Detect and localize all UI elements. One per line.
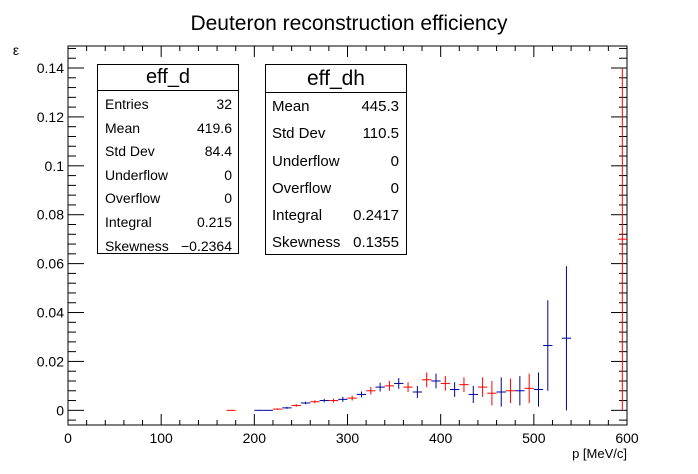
data-point-eff_dh <box>394 378 404 389</box>
data-point-eff_dh <box>543 300 553 391</box>
data-point-eff_d <box>477 377 488 397</box>
stat-label: Underflow <box>105 166 169 183</box>
data-point-eff_dh <box>561 266 572 411</box>
stat-value: 0.2417 <box>353 207 399 225</box>
stats-box-eff-d: eff_d Entries 32 Mean 419.6 Std Dev 84.4 Un… <box>97 64 239 254</box>
y-axis-label: ε <box>13 42 19 58</box>
data-point-eff_dh <box>338 396 348 402</box>
stat-value: 84.4 <box>204 143 232 160</box>
y-tick-label: 0.08 <box>37 207 64 223</box>
data-point-eff_d <box>422 372 432 388</box>
stat-value: 110.5 <box>362 125 399 143</box>
y-tick-label: 0.12 <box>37 109 64 125</box>
y-tick-label: 0.14 <box>37 60 64 76</box>
y-tick-label: 0.02 <box>37 353 64 369</box>
data-point-eff_d <box>505 378 516 403</box>
stat-value: −0.2364 <box>181 237 232 254</box>
axis-ticks: 0 100 200 300 400 500 600 0 0.02 0.04 0.06 0.08 0.1 0… <box>37 46 639 446</box>
data-point-eff_d <box>403 382 413 392</box>
stat-row: Overflow 0 <box>272 175 399 202</box>
stat-row: Mean 419.6 <box>105 117 232 141</box>
stat-row: Std Dev 110.5 <box>272 120 399 147</box>
stat-label: Std Dev <box>272 125 326 143</box>
data-point-eff_d <box>459 377 469 392</box>
data-point-eff_d <box>291 404 301 407</box>
x-tick-label: 300 <box>336 430 360 446</box>
stat-value: 0 <box>224 190 232 207</box>
y-tick-label: 0.04 <box>37 305 64 321</box>
stat-label: Mean <box>105 119 141 136</box>
stat-row: Skewness 0.1355 <box>272 229 399 256</box>
stat-value: 445.3 <box>361 98 399 115</box>
stats-box-title: eff_dh <box>266 65 406 93</box>
x-tick-label: 200 <box>243 430 267 446</box>
stat-row: Integral 0.2417 <box>272 202 399 229</box>
data-point-eff_dh <box>468 385 478 403</box>
data-point-eff_d <box>384 380 395 391</box>
stat-label: Overflow <box>272 179 332 197</box>
stats-box-eff-dh: eff_dh Mean 445.3 Std Dev 110.5 Underflow 0… <box>265 64 407 255</box>
data-point-eff_d <box>328 398 339 403</box>
stat-value: 0.215 <box>196 213 232 230</box>
x-tick-label: 100 <box>149 430 173 446</box>
data-point-eff_d <box>310 400 320 404</box>
stat-row: Std Dev 84.4 <box>105 140 232 164</box>
stat-value: 32 <box>216 96 232 112</box>
stat-label: Mean <box>272 98 310 115</box>
stat-row: Underflow 0 <box>272 148 399 175</box>
data-point-eff_d <box>272 408 283 410</box>
data-point-eff_d <box>524 373 534 403</box>
stat-value: 0.1355 <box>353 234 399 252</box>
stat-value: 419.6 <box>196 119 232 136</box>
data-points <box>226 68 627 411</box>
data-point-eff_dh <box>282 406 292 409</box>
data-point-eff_dh <box>319 398 329 403</box>
data-point-eff_dh <box>431 373 441 389</box>
x-tick-label: 600 <box>615 430 639 446</box>
stat-label: Entries <box>105 96 149 112</box>
data-point-eff_dh <box>533 372 544 407</box>
data-point-eff_dh <box>375 382 385 392</box>
data-point-eff_d <box>366 387 376 395</box>
stat-label: Integral <box>272 207 323 225</box>
stat-value: 0 <box>390 179 399 197</box>
chart-title: Deuteron reconstruction efficiency <box>190 12 508 35</box>
y-tick-label: 0.06 <box>37 256 64 272</box>
stat-value: 0 <box>224 166 232 183</box>
y-tick-label: 0.1 <box>45 158 65 174</box>
data-point-eff_d <box>347 395 357 401</box>
stat-row: Mean 445.3 <box>272 93 399 120</box>
stat-row: Skewness −0.2364 <box>105 235 232 259</box>
x-axis-label: p [MeV/c] <box>572 446 627 461</box>
data-point-eff_d <box>617 68 627 411</box>
stats-box-title: eff_d <box>98 65 238 91</box>
data-point-eff_d <box>440 376 450 391</box>
data-point-eff_dh <box>449 382 460 397</box>
stat-label: Overflow <box>105 190 161 207</box>
y-tick-label: 0 <box>56 402 64 418</box>
stat-row: Integral 0.215 <box>105 211 232 235</box>
stat-label: Skewness <box>272 234 341 252</box>
stat-row: Entries 32 <box>105 93 232 117</box>
stat-label: Skewness <box>105 237 169 254</box>
data-point-eff_dh <box>496 377 506 407</box>
stat-row: Underflow 0 <box>105 164 232 188</box>
data-point-eff_dh <box>356 391 367 398</box>
data-point-eff_dh <box>515 376 525 406</box>
stat-label: Std Dev <box>105 143 155 160</box>
data-point-eff_dh <box>300 401 311 405</box>
data-point-eff_dh <box>412 385 423 399</box>
stat-label: Underflow <box>272 152 340 170</box>
x-tick-label: 500 <box>522 430 546 446</box>
data-point-eff_d <box>487 380 497 406</box>
stat-row: Overflow 0 <box>105 187 232 211</box>
x-tick-label: 0 <box>64 430 72 446</box>
stat-value: 0 <box>390 152 399 170</box>
stat-label: Integral <box>105 213 152 230</box>
x-tick-label: 400 <box>429 430 453 446</box>
